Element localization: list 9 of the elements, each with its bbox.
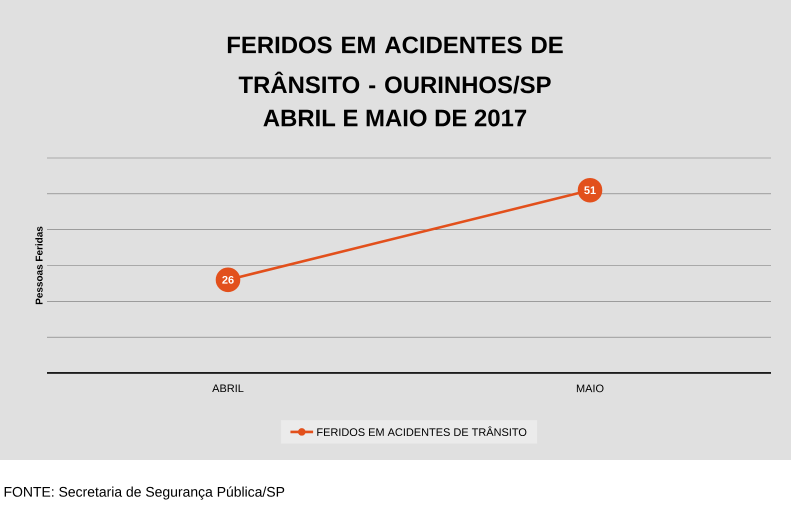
y-axis-title: Pessoas Feridas bbox=[35, 226, 43, 304]
legend-label: FERIDOS EM ACIDENTES DE TRÂNSITO bbox=[317, 426, 526, 436]
chart-subtitle: ABRIL E MAIO DE 2017 bbox=[263, 110, 526, 126]
data-label: 26 bbox=[222, 276, 234, 284]
data-label: 51 bbox=[584, 186, 596, 194]
source-note: FONTE: Secretaria de Segurança Pública/SP bbox=[4, 486, 284, 500]
x-tick-label: MAIO bbox=[576, 384, 604, 392]
x-tick-label: ABRIL bbox=[212, 384, 244, 392]
chart-title: FERIDOS EM ACIDENTES DE TRÂNSITO - OURINHOS/SP bbox=[228, 36, 563, 94]
